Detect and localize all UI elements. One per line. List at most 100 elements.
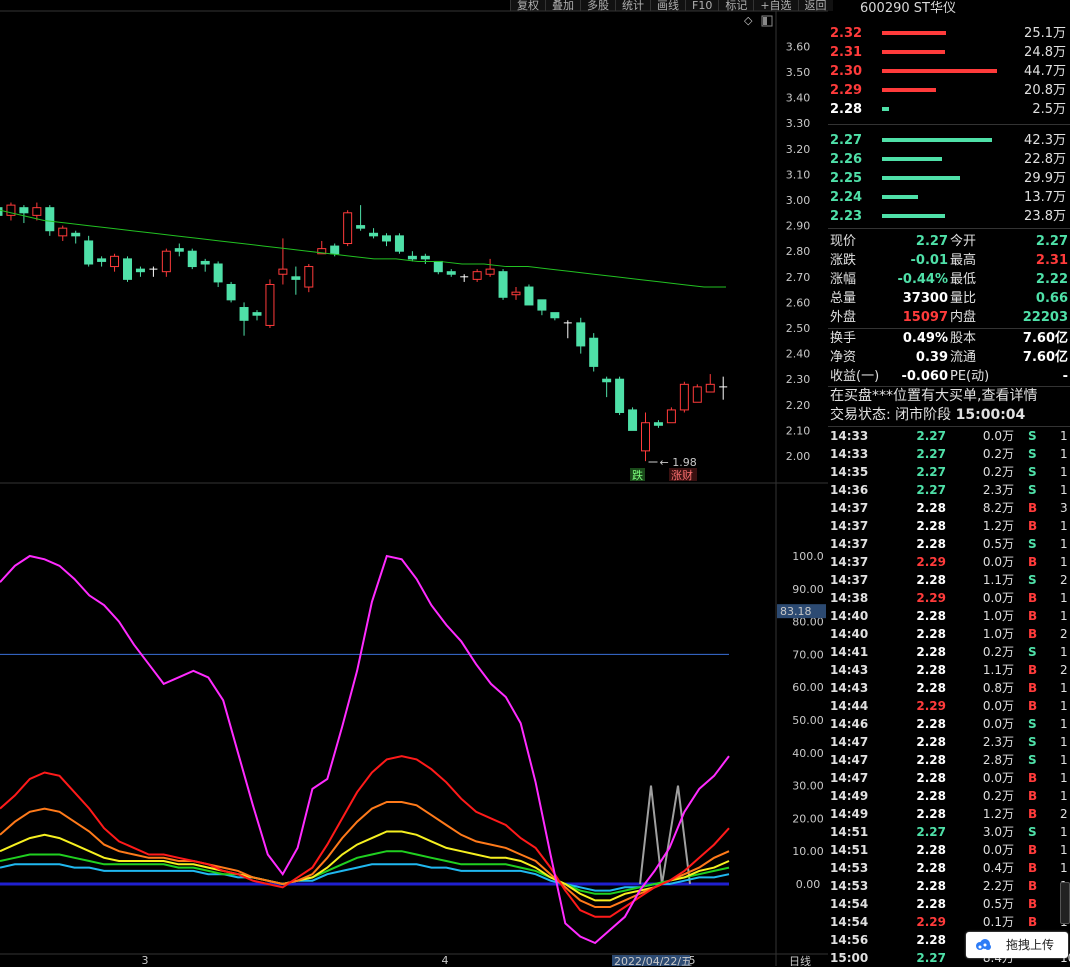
tick-side: S [1028, 483, 1037, 497]
tick-row: 14:56 2.28 [828, 931, 1070, 949]
ask-volume: 24.8万 [1024, 45, 1066, 60]
period-label[interactable]: 日线 [789, 954, 811, 966]
toolbar-button-8[interactable]: 返回 [797, 0, 833, 11]
date-cursor-badge [612, 955, 690, 966]
tick-row: 14:53 2.28 0.4万 B 1 [828, 859, 1070, 877]
candle-body [369, 232, 379, 237]
tick-row: 14:43 2.28 0.8万 B 1 [828, 679, 1070, 697]
bid-row[interactable]: 2.23 23.8万 [828, 207, 1070, 226]
tick-row: 14:37 2.28 0.5万 S 1 [828, 535, 1070, 553]
kline-chart[interactable]: ◇ 3.60 3.50 3.40 3.30 3.20 3.10 3.00 2.90 2.80 2.… [0, 0, 828, 966]
bid-price: 2.25 [830, 171, 863, 186]
toolbar-button-2[interactable]: 多股 [580, 0, 615, 11]
tick-side: S [1028, 717, 1037, 731]
diamond-icon[interactable]: ◇ [744, 14, 753, 27]
bid-row[interactable]: 2.26 22.8万 [828, 150, 1070, 169]
bid-volume: 22.8万 [1024, 152, 1066, 167]
tick-price: 2.27 [916, 483, 946, 497]
candle-body [641, 422, 650, 452]
tick-count: 1 [1060, 645, 1068, 659]
tick-price: 2.28 [916, 879, 946, 893]
tick-time: 14:49 [830, 789, 869, 803]
tick-time: 14:53 [830, 879, 869, 893]
indicator-line-green [0, 850, 730, 895]
quote-divider [828, 228, 1070, 229]
bid-row[interactable]: 2.24 13.7万 [828, 188, 1070, 207]
tick-count: 2 [1060, 663, 1068, 677]
quote-label: 量比 [950, 291, 977, 306]
quote-panel: 2.32 25.1万 2.31 24.8万 2.30 44.7万 2.29 20.8万 2.28… [828, 14, 1070, 966]
tick-time: 14:54 [830, 915, 869, 929]
cloud-upload-icon [976, 939, 991, 950]
bid-row[interactable]: 2.27 42.3万 [828, 131, 1070, 150]
tick-row: 14:49 2.28 0.2万 B 1 [828, 787, 1070, 805]
tick-price: 2.28 [916, 537, 946, 551]
candle-body [278, 268, 288, 275]
drag-upload-button[interactable]: 拖拽上传 [966, 932, 1068, 958]
indicator-current-badge [777, 604, 826, 619]
candle-body [407, 255, 417, 260]
ask-price: 2.32 [830, 26, 863, 41]
moving-average-line [0, 209, 726, 288]
tick-price: 2.28 [916, 933, 946, 947]
ask-row[interactable]: 2.29 20.8万 [828, 81, 1070, 100]
tick-count: 1 [1060, 789, 1068, 803]
tick-volume: 0.0万 [982, 843, 1014, 857]
ma-polyline [0, 209, 726, 288]
candle-body [58, 227, 68, 237]
toolbar-button-4[interactable]: 画线 [650, 0, 685, 11]
toolbar-button-7[interactable]: +自选 [753, 0, 798, 11]
tick-side: B [1028, 699, 1038, 713]
tick-price: 2.28 [916, 789, 946, 803]
tick-row: 14:35 2.27 0.2万 S 1 [828, 463, 1070, 481]
panel-toggle-icon[interactable] [761, 15, 773, 27]
quote-label: 涨幅 [830, 272, 857, 287]
ask-row[interactable]: 2.30 44.7万 [828, 62, 1070, 81]
bid-volume-bar [882, 176, 960, 180]
tag-zhangcai-bg [669, 468, 697, 481]
price-axis: 3.60 3.50 3.40 3.30 3.20 3.10 3.00 2.90 2.80 2.70… [786, 40, 811, 463]
tick-count: 1 [1060, 843, 1068, 857]
ask-row[interactable]: 2.32 25.1万 [828, 24, 1070, 43]
ask-price: 2.28 [830, 102, 863, 117]
tick-volume: 0.8万 [982, 681, 1014, 695]
ask-row[interactable]: 2.31 24.8万 [828, 43, 1070, 62]
tick-row: 14:36 2.27 2.3万 S 1 [828, 481, 1070, 499]
big-order-notice[interactable]: 在买盘***位置有大买单,查看详情 [830, 388, 1038, 404]
tick-side: S [1028, 465, 1037, 479]
tick-side: S [1028, 537, 1037, 551]
ask-row[interactable]: 2.28 2.5万 [828, 100, 1070, 119]
price-tick-label: 3.50 [786, 66, 811, 79]
tick-count: 1 [1060, 447, 1068, 461]
price-tick-label: 3.40 [786, 92, 811, 105]
tick-side: B [1028, 807, 1038, 821]
tick-side: S [1028, 825, 1037, 839]
tick-count: 1 [1060, 699, 1068, 713]
toolbar-button-1[interactable]: 叠加 [545, 0, 580, 11]
tick-side: B [1028, 789, 1038, 803]
bid-volume: 13.7万 [1024, 190, 1066, 205]
toolbar-button-6[interactable]: 标记 [718, 0, 754, 11]
tick-time: 14:47 [830, 771, 869, 785]
tick-price: 2.29 [916, 555, 946, 569]
price-tick-label: 2.30 [786, 373, 811, 386]
ask-volume: 2.5万 [1032, 102, 1066, 117]
tick-scrollbar[interactable] [1060, 882, 1070, 924]
indicator-line-magenta [0, 554, 730, 945]
tick-side: S [1028, 573, 1037, 587]
toolbar-button-0[interactable]: 复权 [510, 0, 545, 11]
candle-body [32, 207, 42, 216]
tick-price: 2.27 [916, 825, 946, 839]
quote-value: - [1062, 369, 1068, 384]
tick-volume: 2.2万 [982, 879, 1014, 893]
tick-side: S [1028, 753, 1037, 767]
tick-time: 14:37 [830, 501, 869, 515]
toolbar-button-5[interactable]: F10 [685, 0, 719, 11]
quote-label: PE(动) [950, 369, 990, 384]
tag-die: 跌 [632, 468, 643, 482]
toolbar-button-3[interactable]: 统计 [615, 0, 650, 11]
candle-body [6, 204, 16, 216]
bid-row[interactable]: 2.25 29.9万 [828, 169, 1070, 188]
tick-row: 14:47 2.28 2.8万 S 1 [828, 751, 1070, 769]
